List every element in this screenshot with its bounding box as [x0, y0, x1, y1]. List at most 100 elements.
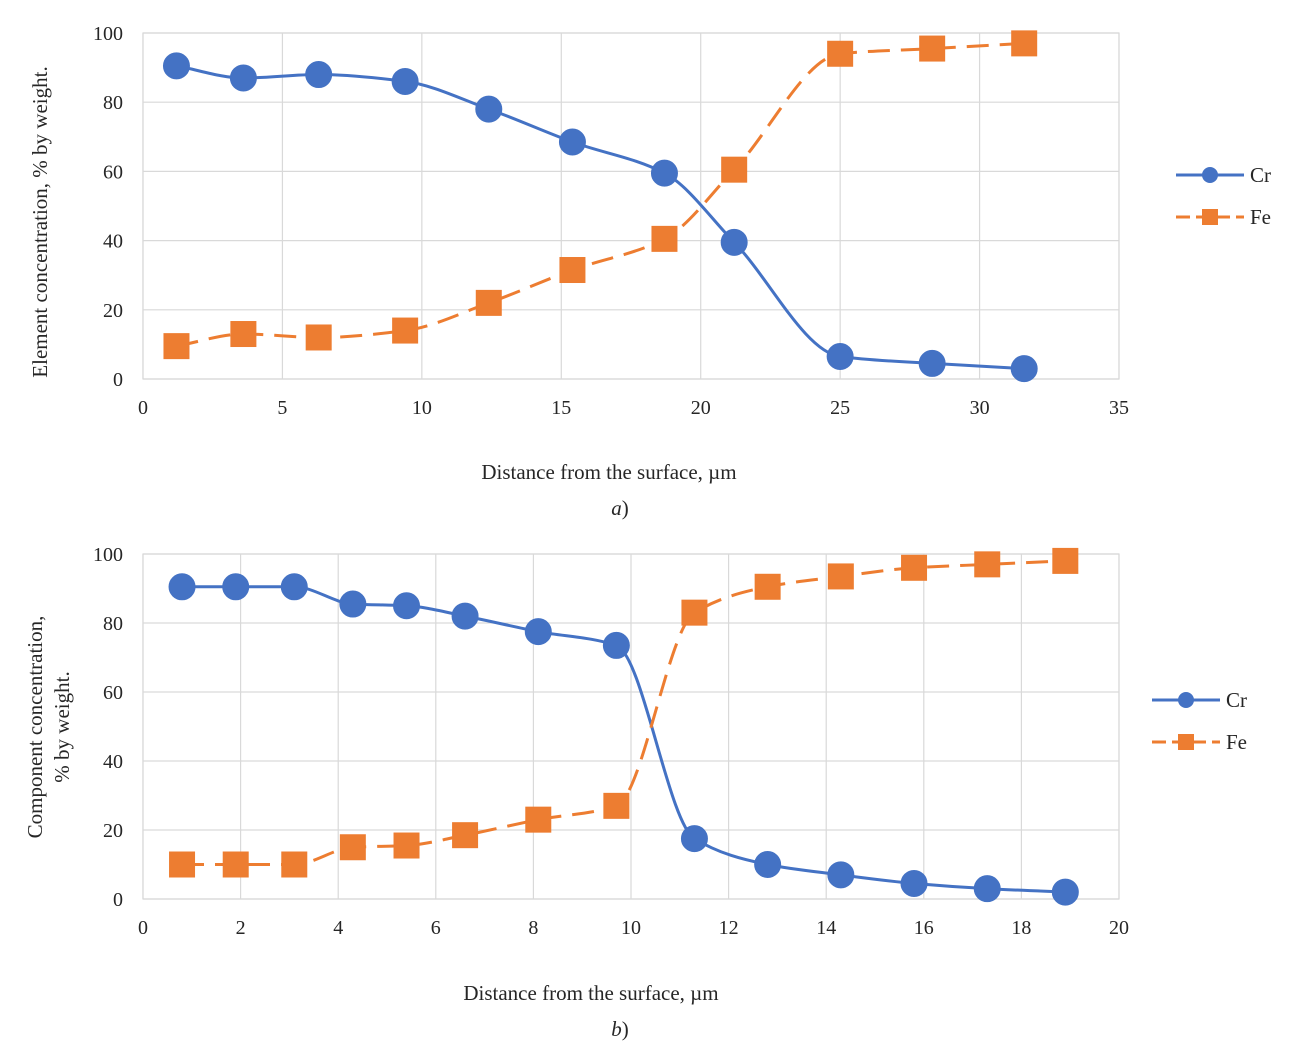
data-point-cr-a	[305, 61, 333, 89]
data-point-cr-a	[391, 67, 419, 95]
data-point-cr-b	[393, 592, 421, 620]
chart-panel-b: 0 20 40 60 80 100 0 2 4 6 8 10 12 14 16 18 20 Cr Fe Dista…	[23, 544, 1247, 1041]
data-point-fe-a	[651, 225, 678, 252]
data-point-fe-b	[1052, 547, 1079, 574]
data-point-fe-a	[305, 324, 332, 351]
series-line-cr-a	[176, 64, 1025, 371]
data-point-cr-b	[1051, 878, 1079, 906]
data-point-fe-a	[827, 40, 854, 67]
y-tick-label-b: 80	[103, 613, 123, 635]
data-point-cr-b	[451, 602, 479, 630]
data-point-fe-b	[827, 563, 854, 590]
y-tick-label-a: 100	[93, 23, 123, 45]
x-tick-label-a: 35	[1109, 397, 1129, 419]
y-tick-label-b: 20	[103, 820, 123, 842]
y-tick-label-a: 40	[103, 231, 123, 253]
x-tick-label-b: 6	[431, 917, 441, 939]
y-axis-label-b-line-1: Component concentration,	[23, 616, 47, 839]
x-tick-label-a: 15	[551, 397, 571, 419]
caption-b: b)	[611, 1017, 629, 1041]
y-tick-label-a: 0	[113, 369, 123, 391]
data-point-fe-a	[163, 333, 190, 360]
y-tick-label-b: 100	[93, 544, 123, 566]
legend-marker-fe-a	[1202, 209, 1218, 225]
caption-paren-b: )	[622, 1017, 629, 1041]
x-axis-label-b: Distance from the surface, µm	[463, 981, 718, 1005]
data-point-fe-b	[974, 551, 1001, 578]
tick-labels-a: 0 20 40 60 80 100 0 5 10 15 20 25 30 35	[93, 23, 1129, 419]
data-point-fe-a	[475, 289, 502, 316]
data-point-fe-b	[393, 832, 420, 859]
data-point-cr-b	[524, 618, 552, 646]
x-tick-label-b: 2	[236, 917, 246, 939]
plot-frame-b	[142, 553, 1120, 900]
grid-b	[142, 553, 1120, 900]
data-point-fe-b	[525, 806, 552, 833]
caption-letter-a: a	[611, 496, 622, 520]
x-tick-label-b: 4	[333, 917, 343, 939]
data-point-cr-b	[827, 861, 855, 889]
data-point-cr-b	[339, 590, 367, 618]
data-point-fe-a	[559, 257, 586, 284]
legend-marker-fe-b	[1178, 734, 1194, 750]
legend-marker-cr-a	[1202, 167, 1218, 183]
data-point-fe-a	[721, 156, 748, 183]
x-tick-label-a: 10	[412, 397, 432, 419]
series-line-fe-a	[176, 41, 1025, 348]
x-tick-label-b: 20	[1109, 917, 1129, 939]
data-point-cr-a	[1010, 355, 1038, 383]
legend-label-fe-b: Fe	[1226, 730, 1247, 754]
data-point-fe-b	[452, 822, 479, 849]
y-tick-label-a: 20	[103, 300, 123, 322]
data-point-fe-a	[919, 35, 946, 62]
data-point-cr-a	[650, 159, 678, 187]
data-point-cr-b	[680, 825, 708, 853]
data-point-cr-b	[602, 631, 630, 659]
x-tick-label-a: 20	[691, 397, 711, 419]
y-tick-label-b: 0	[113, 889, 123, 911]
data-point-fe-a	[392, 317, 419, 344]
x-tick-label-b: 18	[1011, 917, 1031, 939]
data-point-fe-b	[169, 851, 196, 878]
data-point-fe-b	[681, 599, 708, 626]
y-axis-label-a: Element concentration, % by weight.	[28, 66, 52, 377]
y-tick-label-b: 40	[103, 751, 123, 773]
caption-letter-b: b	[611, 1017, 622, 1041]
data-point-cr-a	[720, 228, 748, 256]
data-point-fe-a	[230, 321, 257, 348]
data-point-cr-a	[558, 128, 586, 156]
x-tick-label-a: 25	[830, 397, 850, 419]
series-line-cr-b	[182, 585, 1066, 894]
x-tick-label-b: 10	[621, 917, 641, 939]
x-tick-label-a: 0	[138, 397, 148, 419]
data-point-cr-a	[918, 349, 946, 377]
data-point-fe-b	[901, 554, 928, 581]
y-tick-label-a: 60	[103, 161, 123, 183]
y-tick-label-b: 60	[103, 682, 123, 704]
data-point-cr-b	[900, 869, 928, 897]
x-axis-label-a: Distance from the surface, µm	[481, 460, 736, 484]
data-point-cr-b	[973, 875, 1001, 903]
legend-label-cr-b: Cr	[1226, 688, 1247, 712]
caption-paren-a: )	[622, 496, 629, 520]
data-point-cr-a	[229, 64, 257, 92]
x-tick-label-b: 14	[816, 917, 836, 939]
x-tick-label-a: 5	[277, 397, 287, 419]
data-point-fe-b	[754, 573, 781, 600]
legend-a: Cr Fe	[1176, 163, 1271, 229]
chart-panel-a: 0 20 40 60 80 100 0 5 10 15 20 25 30 35 Cr Fe Distance…	[28, 23, 1271, 520]
plot-frame-a	[142, 32, 1120, 380]
data-point-fe-b	[281, 851, 308, 878]
series-line-fe-b	[182, 559, 1066, 866]
legend-label-fe-a: Fe	[1250, 205, 1271, 229]
x-tick-label-b: 12	[719, 917, 739, 939]
data-point-cr-b	[222, 573, 250, 601]
legend-label-cr-a: Cr	[1250, 163, 1271, 187]
x-tick-label-b: 0	[138, 917, 148, 939]
x-tick-label-a: 30	[970, 397, 990, 419]
legend-marker-cr-b	[1178, 692, 1194, 708]
tick-labels-b: 0 20 40 60 80 100 0 2 4 6 8 10 12 14 16 18 20	[93, 544, 1129, 939]
data-point-cr-b	[280, 573, 308, 601]
data-point-fe-b	[603, 792, 630, 819]
